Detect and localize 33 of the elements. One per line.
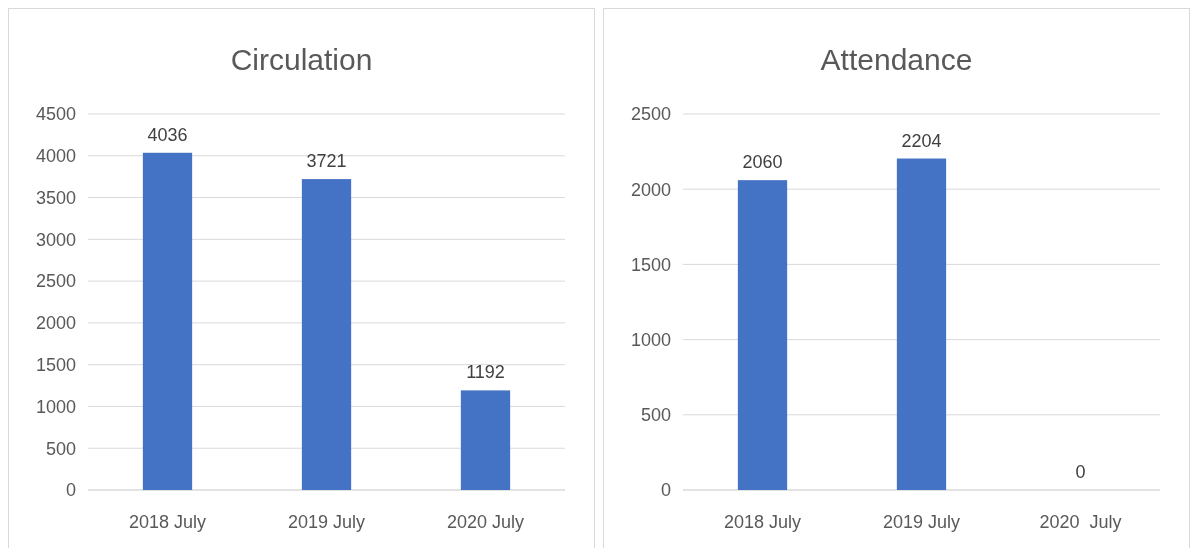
y-tick-label: 1000: [35, 396, 76, 417]
data-label: 2060: [742, 152, 783, 173]
y-tick-label: 500: [640, 405, 671, 426]
y-tick-label: 0: [65, 480, 76, 501]
y-tick-label: 3000: [35, 229, 76, 250]
x-tick-label: 2018 July: [723, 512, 802, 532]
y-tick-label: 2000: [35, 313, 76, 334]
data-label: 2204: [901, 130, 942, 151]
chart-title: Attendance: [820, 43, 973, 76]
data-label: 1192: [466, 362, 505, 383]
y-tick-label: 1500: [630, 254, 671, 275]
bar: [142, 152, 193, 490]
y-tick-label: 4500: [35, 104, 76, 125]
bar: [301, 179, 352, 490]
bar: [460, 390, 511, 490]
y-tick-label: 2500: [630, 104, 671, 125]
x-tick-label: 2018 July: [128, 512, 207, 532]
data-label: 4036: [147, 124, 188, 145]
x-tick-label: 2019 July: [882, 512, 961, 532]
y-tick-label: 500: [45, 438, 76, 459]
chart-title: Circulation: [230, 43, 373, 76]
y-tick-label: 2500: [35, 271, 76, 292]
y-tick-label: 1000: [630, 329, 671, 350]
y-tick-label: 0: [660, 480, 671, 501]
y-tick-label: 2000: [630, 179, 671, 200]
data-label: 3721: [306, 151, 347, 172]
x-tick-label: 2020 July: [446, 512, 525, 532]
x-tick-label: 2019 July: [287, 512, 366, 532]
y-tick-label: 1500: [35, 354, 76, 375]
x-tick-label: 2020 July: [1039, 512, 1122, 532]
data-label: 0: [1075, 462, 1086, 482]
y-tick-label: 3500: [35, 187, 76, 208]
y-tick-label: 4000: [35, 146, 76, 167]
